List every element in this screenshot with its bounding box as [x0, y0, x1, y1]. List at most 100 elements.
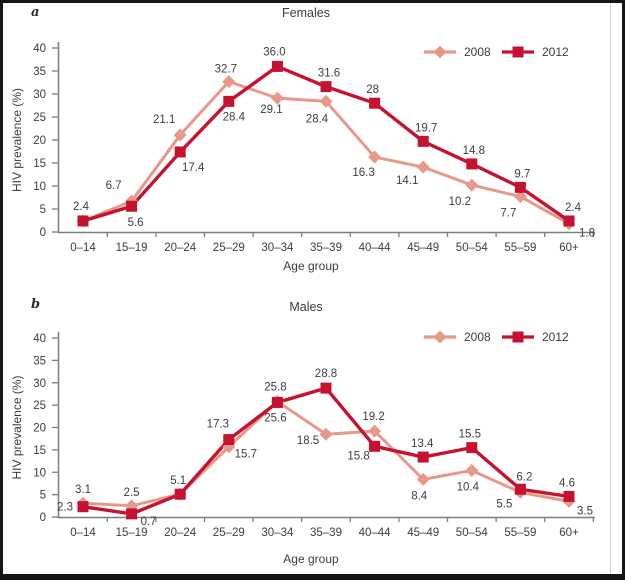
data-label: 36.0 — [263, 46, 285, 58]
legend-label: 2008 — [464, 330, 491, 344]
data-point-2012 — [174, 488, 186, 500]
data-label: 28 — [366, 84, 379, 96]
data-point-2008 — [368, 150, 382, 164]
y-tick-label: 25 — [33, 112, 46, 124]
x-category-label: 0–14 — [70, 527, 96, 539]
data-point-2008 — [513, 190, 527, 204]
y-tick-label: 30 — [33, 89, 46, 101]
x-category-label: 45–49 — [407, 527, 439, 539]
data-label: 32.7 — [215, 64, 237, 76]
data-label: 5.5 — [496, 498, 512, 510]
data-label: 2.5 — [124, 487, 140, 499]
y-tick-label: 25 — [33, 400, 46, 412]
data-label: 15.7 — [235, 449, 257, 461]
data-label: 15.8 — [347, 450, 369, 462]
x-category-label: 30–34 — [261, 242, 294, 254]
legend-label: 2008 — [464, 45, 491, 59]
legend-label: 2012 — [542, 330, 569, 344]
x-category-label: 20–24 — [164, 527, 197, 539]
panel-letter-a: a — [31, 5, 40, 20]
page-edge-line — [610, 3, 611, 574]
data-point-2012 — [320, 81, 332, 93]
data-label: 6.7 — [106, 180, 122, 192]
data-point-2008 — [319, 94, 333, 108]
data-point-2008 — [465, 463, 479, 477]
data-label: 0.7 — [141, 516, 157, 528]
data-point-2012 — [417, 451, 429, 463]
data-point-2012 — [77, 501, 89, 513]
data-label: 28.4 — [306, 113, 329, 125]
data-label: 18.5 — [297, 435, 319, 447]
data-point-2012 — [514, 181, 526, 193]
data-label: 6.2 — [516, 471, 532, 483]
y-axis-title: HIV prevalence (%) — [10, 375, 24, 479]
data-point-2012 — [563, 215, 575, 227]
data-label: 5.6 — [128, 217, 144, 229]
data-label: 25.8 — [264, 382, 286, 394]
data-point-2012 — [466, 158, 478, 170]
x-category-label: 40–44 — [359, 242, 392, 254]
y-tick-label: 0 — [40, 227, 46, 239]
y-tick-label: 35 — [33, 355, 46, 367]
y-tick-label: 15 — [33, 158, 46, 170]
panel-males: b Males 0 5 10 15 20 25 30 35 40 0–14 15–19 20–24 25… — [0, 290, 620, 576]
data-point-2012 — [417, 135, 429, 147]
data-point-2008 — [222, 75, 236, 89]
legend-marker — [433, 330, 447, 344]
data-label: 17.3 — [207, 419, 229, 431]
data-point-2008 — [368, 424, 382, 438]
x-category-label: 35–39 — [310, 242, 342, 254]
panel-females: a Females 0 5 10 15 20 25 30 35 40 0–14 15–19 20–24… — [0, 0, 620, 286]
panel-letter-b: b — [31, 297, 41, 312]
y-tick-label: 5 — [40, 490, 46, 502]
data-label: 2.4 — [565, 202, 582, 214]
data-point-2012 — [223, 95, 235, 107]
x-category-label: 40–44 — [359, 527, 392, 539]
y-axis-title: HIV prevalence (%) — [10, 88, 24, 192]
data-label: 28.8 — [315, 368, 337, 380]
legend-marker — [433, 45, 447, 59]
legend-label: 2012 — [542, 45, 569, 59]
data-point-2012 — [271, 60, 283, 72]
y-tick-label: 35 — [33, 66, 46, 78]
females-chart: 0 5 10 15 20 25 30 35 40 0–14 15–19 20–24 25–29 30–34… — [10, 42, 595, 273]
data-label: 9.7 — [514, 168, 530, 180]
x-category-label: 55–59 — [504, 242, 536, 254]
data-label: 13.4 — [411, 438, 434, 450]
males-chart: 0 5 10 15 20 25 30 35 40 0–14 15–19 20–24 25–29 30–34… — [10, 330, 595, 566]
females-chart-title: Females — [282, 6, 330, 20]
data-point-2012 — [223, 434, 235, 446]
data-label: 15.5 — [459, 429, 481, 441]
data-label: 3.5 — [577, 505, 593, 517]
data-label: 2.3 — [57, 502, 73, 514]
data-label: 16.3 — [352, 167, 374, 179]
data-label: 5.1 — [170, 475, 186, 487]
x-axis-title: Age group — [283, 552, 339, 566]
data-point-2012 — [466, 442, 478, 454]
data-point-2012 — [514, 483, 526, 495]
data-label: 8.4 — [411, 490, 428, 502]
x-category-label: 60+ — [559, 527, 579, 539]
data-label: 19.7 — [415, 122, 437, 134]
data-point-2012 — [126, 508, 138, 520]
data-point-2012 — [563, 490, 575, 502]
data-point-2008 — [416, 472, 430, 486]
x-category-label: 20–24 — [164, 242, 197, 254]
data-label: 10.2 — [449, 196, 471, 208]
y-tick-label: 20 — [33, 135, 46, 147]
y-tick-label: 30 — [33, 378, 46, 390]
x-category-label: 35–39 — [310, 527, 342, 539]
data-point-2012 — [369, 440, 381, 452]
x-category-label: 60+ — [559, 242, 579, 254]
data-label: 28.4 — [223, 111, 246, 123]
y-tick-label: 0 — [40, 512, 46, 524]
data-label: 14.1 — [396, 175, 418, 187]
data-point-2008 — [465, 178, 479, 192]
y-tick-label: 20 — [33, 423, 46, 435]
data-label: 7.7 — [500, 208, 516, 220]
series-line-2008 — [82, 400, 570, 508]
data-label: 2.4 — [73, 201, 90, 213]
data-label: 21.1 — [153, 114, 175, 126]
data-label: 1.8 — [579, 228, 595, 240]
